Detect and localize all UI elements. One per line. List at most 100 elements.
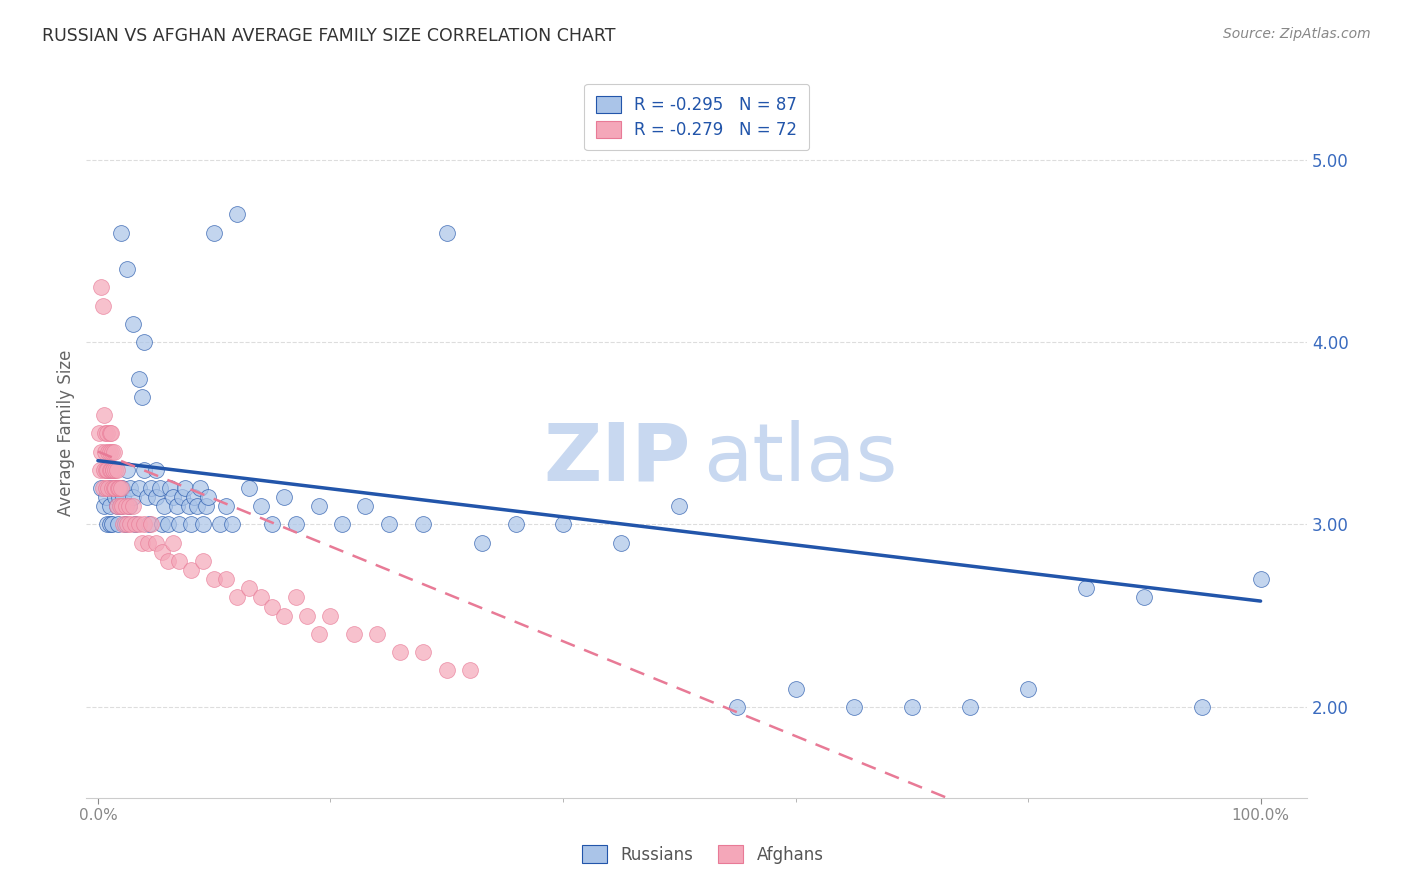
Point (105, 500, 128, 514)
Point (725, 699, 748, 714)
Point (96, 463, 118, 477)
Point (134, 517, 156, 532)
Point (197, 490, 219, 504)
Point (97, 481, 120, 495)
Point (180, 517, 202, 532)
Point (145, 535, 167, 549)
Point (104, 481, 127, 495)
Point (170, 490, 193, 504)
Point (100, 426, 122, 441)
Point (107, 481, 129, 495)
Point (436, 226, 458, 240)
Point (110, 481, 132, 495)
Point (104, 490, 127, 504)
Point (111, 500, 134, 514)
Point (94, 463, 117, 477)
Point (551, 517, 574, 532)
Point (90, 444, 112, 458)
Point (842, 699, 865, 714)
Point (87, 426, 110, 441)
Point (186, 500, 208, 514)
Point (121, 500, 143, 514)
Point (785, 681, 807, 696)
Point (238, 582, 260, 596)
Point (319, 608, 342, 623)
Point (108, 481, 131, 495)
Point (98, 517, 121, 532)
Point (436, 664, 458, 678)
Point (103, 481, 125, 495)
Point (262, 517, 284, 532)
Point (1191, 699, 1213, 714)
Point (93, 463, 115, 477)
Point (377, 517, 399, 532)
Point (101, 444, 124, 458)
Point (128, 517, 150, 532)
Text: atlas: atlas (703, 420, 897, 498)
Point (94, 490, 117, 504)
Point (191, 554, 214, 568)
Point (145, 490, 167, 504)
Point (105, 500, 128, 514)
Point (108, 490, 131, 504)
Point (101, 481, 124, 495)
Point (162, 490, 184, 504)
Point (471, 535, 494, 549)
Point (145, 463, 167, 477)
Point (131, 390, 153, 404)
Point (330, 517, 353, 532)
Point (98, 481, 121, 495)
Point (238, 481, 260, 495)
Point (93, 500, 115, 514)
Point (98, 426, 121, 441)
Legend: Russians, Afghans: Russians, Afghans (575, 838, 831, 871)
Point (111, 481, 134, 495)
Point (114, 517, 136, 532)
Point (128, 371, 150, 385)
Point (114, 500, 136, 514)
Point (262, 599, 284, 614)
Point (97, 444, 120, 458)
Point (136, 535, 159, 549)
Point (191, 517, 214, 532)
Point (412, 645, 434, 659)
Point (98, 444, 121, 458)
Point (128, 481, 150, 495)
Point (107, 517, 129, 532)
Point (120, 481, 142, 495)
Point (101, 463, 124, 477)
Point (273, 608, 295, 623)
Point (134, 335, 156, 350)
Point (308, 627, 330, 641)
Point (90, 280, 112, 294)
Point (110, 500, 132, 514)
Point (202, 572, 225, 586)
Point (183, 490, 205, 504)
Point (188, 481, 211, 495)
Point (96, 517, 118, 532)
Point (141, 481, 163, 495)
Point (98, 500, 121, 514)
Point (412, 517, 434, 532)
Point (91, 299, 114, 313)
Point (150, 545, 173, 559)
Point (156, 554, 179, 568)
Point (354, 500, 377, 514)
Point (505, 517, 527, 532)
Point (226, 591, 249, 605)
Point (249, 500, 271, 514)
Point (610, 535, 633, 549)
Point (121, 490, 143, 504)
Point (89, 463, 111, 477)
Point (115, 463, 138, 477)
Point (101, 463, 124, 477)
Point (93, 408, 115, 422)
Point (162, 535, 184, 549)
Point (668, 500, 690, 514)
Point (366, 627, 388, 641)
Point (959, 699, 981, 714)
Point (108, 481, 131, 495)
Point (94, 481, 117, 495)
Point (389, 645, 412, 659)
Point (121, 317, 143, 331)
